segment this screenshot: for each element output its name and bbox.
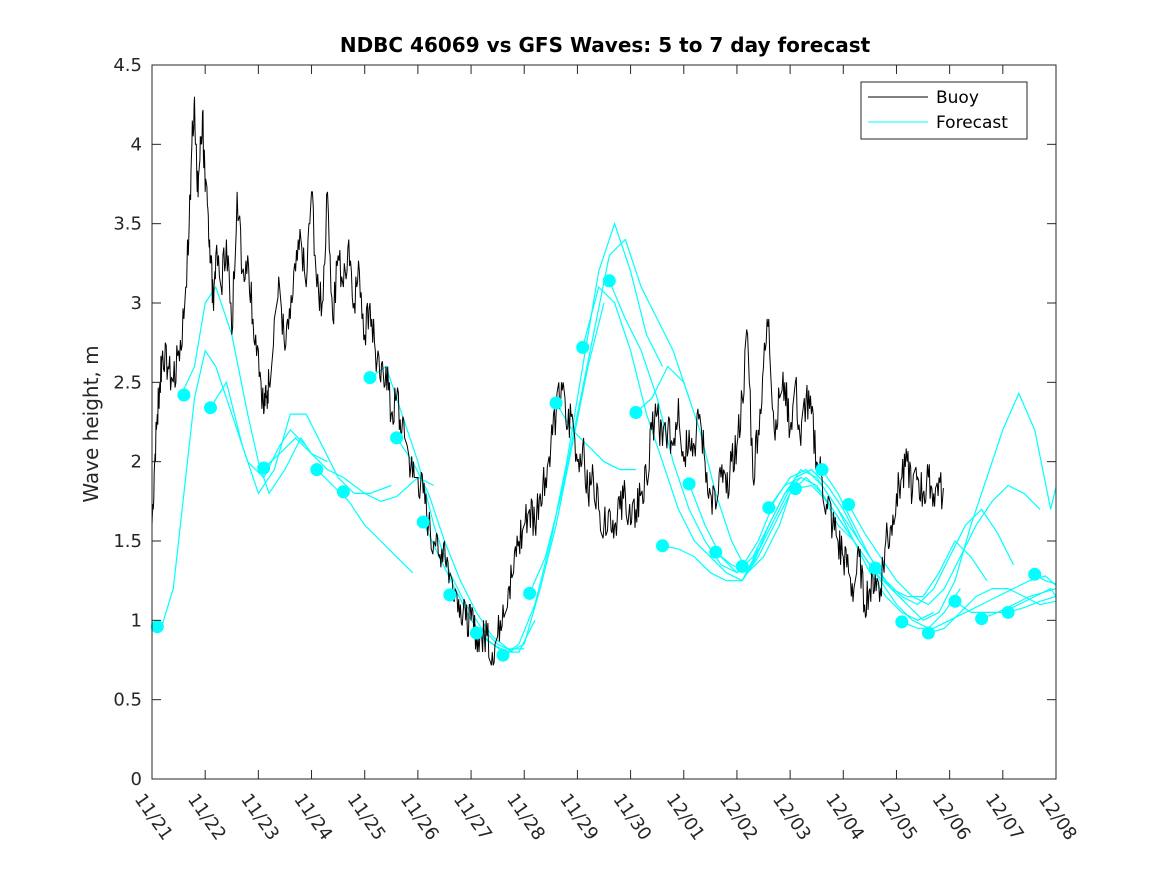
forecast-marker <box>948 594 962 608</box>
forecast-marker <box>762 501 776 515</box>
forecast-line <box>848 484 1041 606</box>
plot-frame <box>151 64 1057 780</box>
forecast-line <box>502 221 664 656</box>
forecast-marker <box>390 431 404 445</box>
y-tick-label: 2 <box>131 452 142 473</box>
forecast-line <box>263 437 435 502</box>
chart-title: NDBC 46069 vs GFS Waves: 5 to 7 day fore… <box>340 33 871 57</box>
y-tick-label: 0.5 <box>113 690 142 711</box>
forecast-markers <box>150 274 1042 662</box>
forecast-marker <box>735 559 749 573</box>
legend-forecast-label: Forecast <box>936 113 1008 133</box>
forecast-marker <box>895 615 909 629</box>
plot-area <box>150 64 1057 780</box>
forecast-marker <box>416 515 430 529</box>
y-tick-label: 2.5 <box>113 372 142 393</box>
forecast-marker <box>549 396 563 410</box>
forecast-marker <box>1028 567 1042 581</box>
forecast-line <box>1007 595 1057 613</box>
forecast-line <box>582 285 759 582</box>
forecast-line <box>928 587 1057 634</box>
legend-box <box>860 81 1028 140</box>
forecast-marker <box>310 463 324 477</box>
y-tick-label: 1 <box>131 610 142 631</box>
forecast-marker <box>469 626 483 640</box>
forecast-marker <box>602 274 616 288</box>
forecast-line <box>151 349 307 628</box>
forecast-marker <box>682 477 696 491</box>
forecast-line <box>741 468 934 621</box>
y-tick-label: 0 <box>131 769 142 790</box>
forecast-marker <box>1001 605 1015 619</box>
forecast-marker <box>257 461 271 475</box>
forecast-marker <box>363 371 377 385</box>
forecast-marker <box>496 648 510 662</box>
forecast-marker <box>177 388 191 402</box>
forecast-marker <box>336 485 350 499</box>
y-axis-label: Wave height, m <box>79 345 103 502</box>
forecast-line <box>209 380 392 495</box>
forecast-marker <box>709 545 723 559</box>
y-axis: 0 0.5 1 1.5 2 2.5 3 3.5 4 4.5 <box>113 55 1056 790</box>
legend: Buoy Forecast <box>860 81 1028 140</box>
forecast-marker <box>842 498 856 511</box>
forecast-line <box>981 588 1057 620</box>
y-tick-label: 3 <box>131 293 142 314</box>
buoy-series <box>151 96 944 666</box>
forecast-marker <box>788 482 802 496</box>
plot-background <box>152 65 1056 779</box>
forecast-line <box>529 238 690 594</box>
y-tick-label: 3.5 <box>113 214 142 235</box>
forecast-marker <box>656 539 669 553</box>
forecast-marker <box>921 626 935 640</box>
forecast-line <box>396 437 525 650</box>
y-tick-label: 4.5 <box>113 55 142 76</box>
forecast-marker <box>150 620 164 634</box>
forecast-line <box>874 391 1057 622</box>
forecast-marker <box>629 406 643 419</box>
buoy-line <box>151 96 944 666</box>
forecast-marker <box>576 340 590 354</box>
forecast-line <box>316 469 414 574</box>
forecast-line <box>180 285 328 495</box>
forecast-marker <box>975 612 989 626</box>
forecast-marker <box>868 561 882 575</box>
forecast-line <box>821 469 1015 606</box>
forecast-marker <box>523 586 537 600</box>
forecast-marker <box>443 588 457 602</box>
forecast-line <box>476 302 605 653</box>
forecast-marker <box>815 463 829 477</box>
forecast-marker <box>204 401 217 415</box>
y-tick-label: 4 <box>131 134 142 155</box>
y-tick-label: 1.5 <box>113 531 142 552</box>
legend-buoy-label: Buoy <box>936 88 979 108</box>
